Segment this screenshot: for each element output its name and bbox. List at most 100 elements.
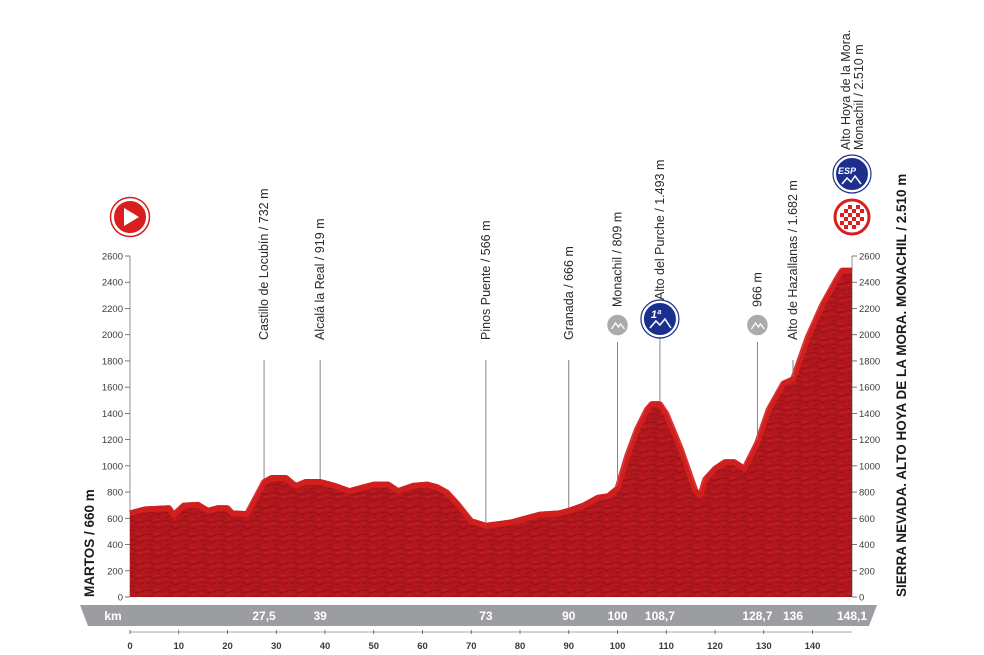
checker-square [856,221,860,225]
waypoint-label: Alto Hoya de la Mora.Monachil / 2.510 m [839,30,866,150]
x-tick-label: 20 [222,641,233,652]
y-tick-label-right: 400 [859,540,875,551]
y-tick-label-right: 1800 [859,356,880,367]
km-bar-background [80,605,877,626]
waypoint-label-line: Monachil / 2.510 m [852,44,866,150]
y-tick-label-right: 1200 [859,435,880,446]
y-axis-left: 0 200 400 600 800 1000 1200 1400 1600 1800 2000 220… [102,252,131,604]
y-tick-label-right: 2200 [859,304,880,315]
checker-square [844,217,848,221]
waypoint-km-label: 128,7 [742,609,772,623]
waypoint-km-label: 39 [313,609,327,623]
waypoints-layer: Castillo de Locubín / 732 m Alcalá la Rea… [257,30,866,523]
mountain-icon [649,317,672,329]
y-tick-label-right: 600 [859,514,875,525]
start-icon [109,196,151,238]
y-tick-label-left: 1200 [102,435,123,446]
y-tick-label-right: 200 [859,566,875,577]
checker-square [844,209,848,213]
start-location-label: MARTOS / 660 m [82,489,97,597]
waypoint-km-label: 108,7 [645,609,675,623]
category-1-ring [640,299,680,339]
y-tick-label-right: 2000 [859,330,880,341]
waypoint-km-label: 136 [783,609,803,623]
checker-square [848,213,852,217]
checker-square [848,205,852,209]
special-category-badge: ESP [832,154,872,194]
waypoint-label: Monachil / 809 m [611,212,625,307]
mountain-icon [750,321,765,330]
y-tick-label-right: 1600 [859,383,880,394]
category-1-climb-icon [641,301,678,337]
x-tick-label: 0 [127,641,132,652]
checker-square [856,205,860,209]
x-tick-label: 70 [466,641,477,652]
x-tick-label: 90 [563,641,574,652]
waypoint-label: 966 m [750,272,764,307]
finish-location-label: SIERRA NEVADA. ALTO HOYA DE LA MORA. MON… [894,174,909,597]
checker-square [852,217,856,221]
y-tick-label-left: 1600 [102,383,123,394]
checker-square [852,209,856,213]
category-1-label: 1ª [651,309,662,321]
x-tick-label: 60 [417,641,428,652]
waypoint-km-label: 148,1 [837,609,867,623]
y-tick-label-left: 1400 [102,409,123,420]
y-tick-label-right: 800 [859,488,875,499]
km-axis-label: km [104,609,121,623]
checker-square [860,217,864,221]
y-tick-label-left: 200 [107,566,123,577]
y-tick-label-left: 800 [107,488,123,499]
checker-square [860,209,864,213]
waypoint-label: Alto del Purche / 1.493 m [653,160,667,300]
x-tick-label: 30 [271,641,282,652]
km-bar: km 27,5 39 73 90 100 108,7 128,7 136 148,1 [80,605,877,626]
y-axis-right: 0 200 400 600 800 1000 1200 1400 1600 1800 2000 220… [851,252,880,604]
y-tick-label-left: 2200 [102,304,123,315]
y-tick-label-right: 2600 [859,252,880,263]
esp-badge-label: ESP [838,166,857,176]
y-tick-label-left: 1000 [102,461,123,472]
x-tick-label: 40 [320,641,331,652]
x-tick-label: 10 [173,641,184,652]
x-tick-label: 80 [515,641,526,652]
y-tick-label-right: 2400 [859,278,880,289]
waypoint-km-label: 90 [562,609,576,623]
checker-square [848,221,852,225]
x-tick-label: 100 [610,641,626,652]
checker-square [852,225,856,229]
waypoint-label: Granada / 666 m [562,246,576,340]
x-tick-label: 110 [659,641,674,652]
y-tick-label-left: 0 [118,593,123,604]
x-tick-label: 130 [756,641,772,652]
waypoint-km-label: 27,5 [252,609,276,623]
waypoint-label: Alto de Hazallanas / 1.682 m [786,180,800,340]
checker-square [844,225,848,229]
checker-square [856,213,860,217]
y-tick-label-left: 2400 [102,278,123,289]
waypoint-label: Alcalá la Real / 919 m [313,218,327,340]
finish-flag-icon [833,198,871,236]
y-tick-label-left: 1800 [102,356,123,367]
waypoint-label-line: Alto Hoya de la Mora. [839,30,853,150]
y-tick-label-left: 400 [107,540,123,551]
x-tick-label: 140 [805,641,821,652]
y-tick-label-right: 1000 [859,461,880,472]
waypoint-km-label: 73 [479,609,493,623]
waypoint-km-label: 100 [607,609,627,623]
y-tick-label-left: 2000 [102,330,123,341]
mountain-icon [610,321,626,330]
y-tick-label-left: 600 [107,514,123,525]
checker-square [840,221,844,225]
x-axis: 0 10 20 30 40 50 60 70 80 90 100 110 120 130 140 [127,630,852,652]
y-tick-label-right: 0 [859,593,864,604]
y-tick-label-right: 1400 [859,409,880,420]
y-tick-label-left: 2600 [102,252,123,263]
elevation-ridge [129,267,852,529]
checker-square [840,213,844,217]
elevation-profile [129,267,852,597]
waypoint-label: Pinos Puente / 566 m [479,220,493,340]
x-tick-label: 120 [707,641,723,652]
waypoint-label: Castillo de Locubín / 732 m [257,189,271,340]
